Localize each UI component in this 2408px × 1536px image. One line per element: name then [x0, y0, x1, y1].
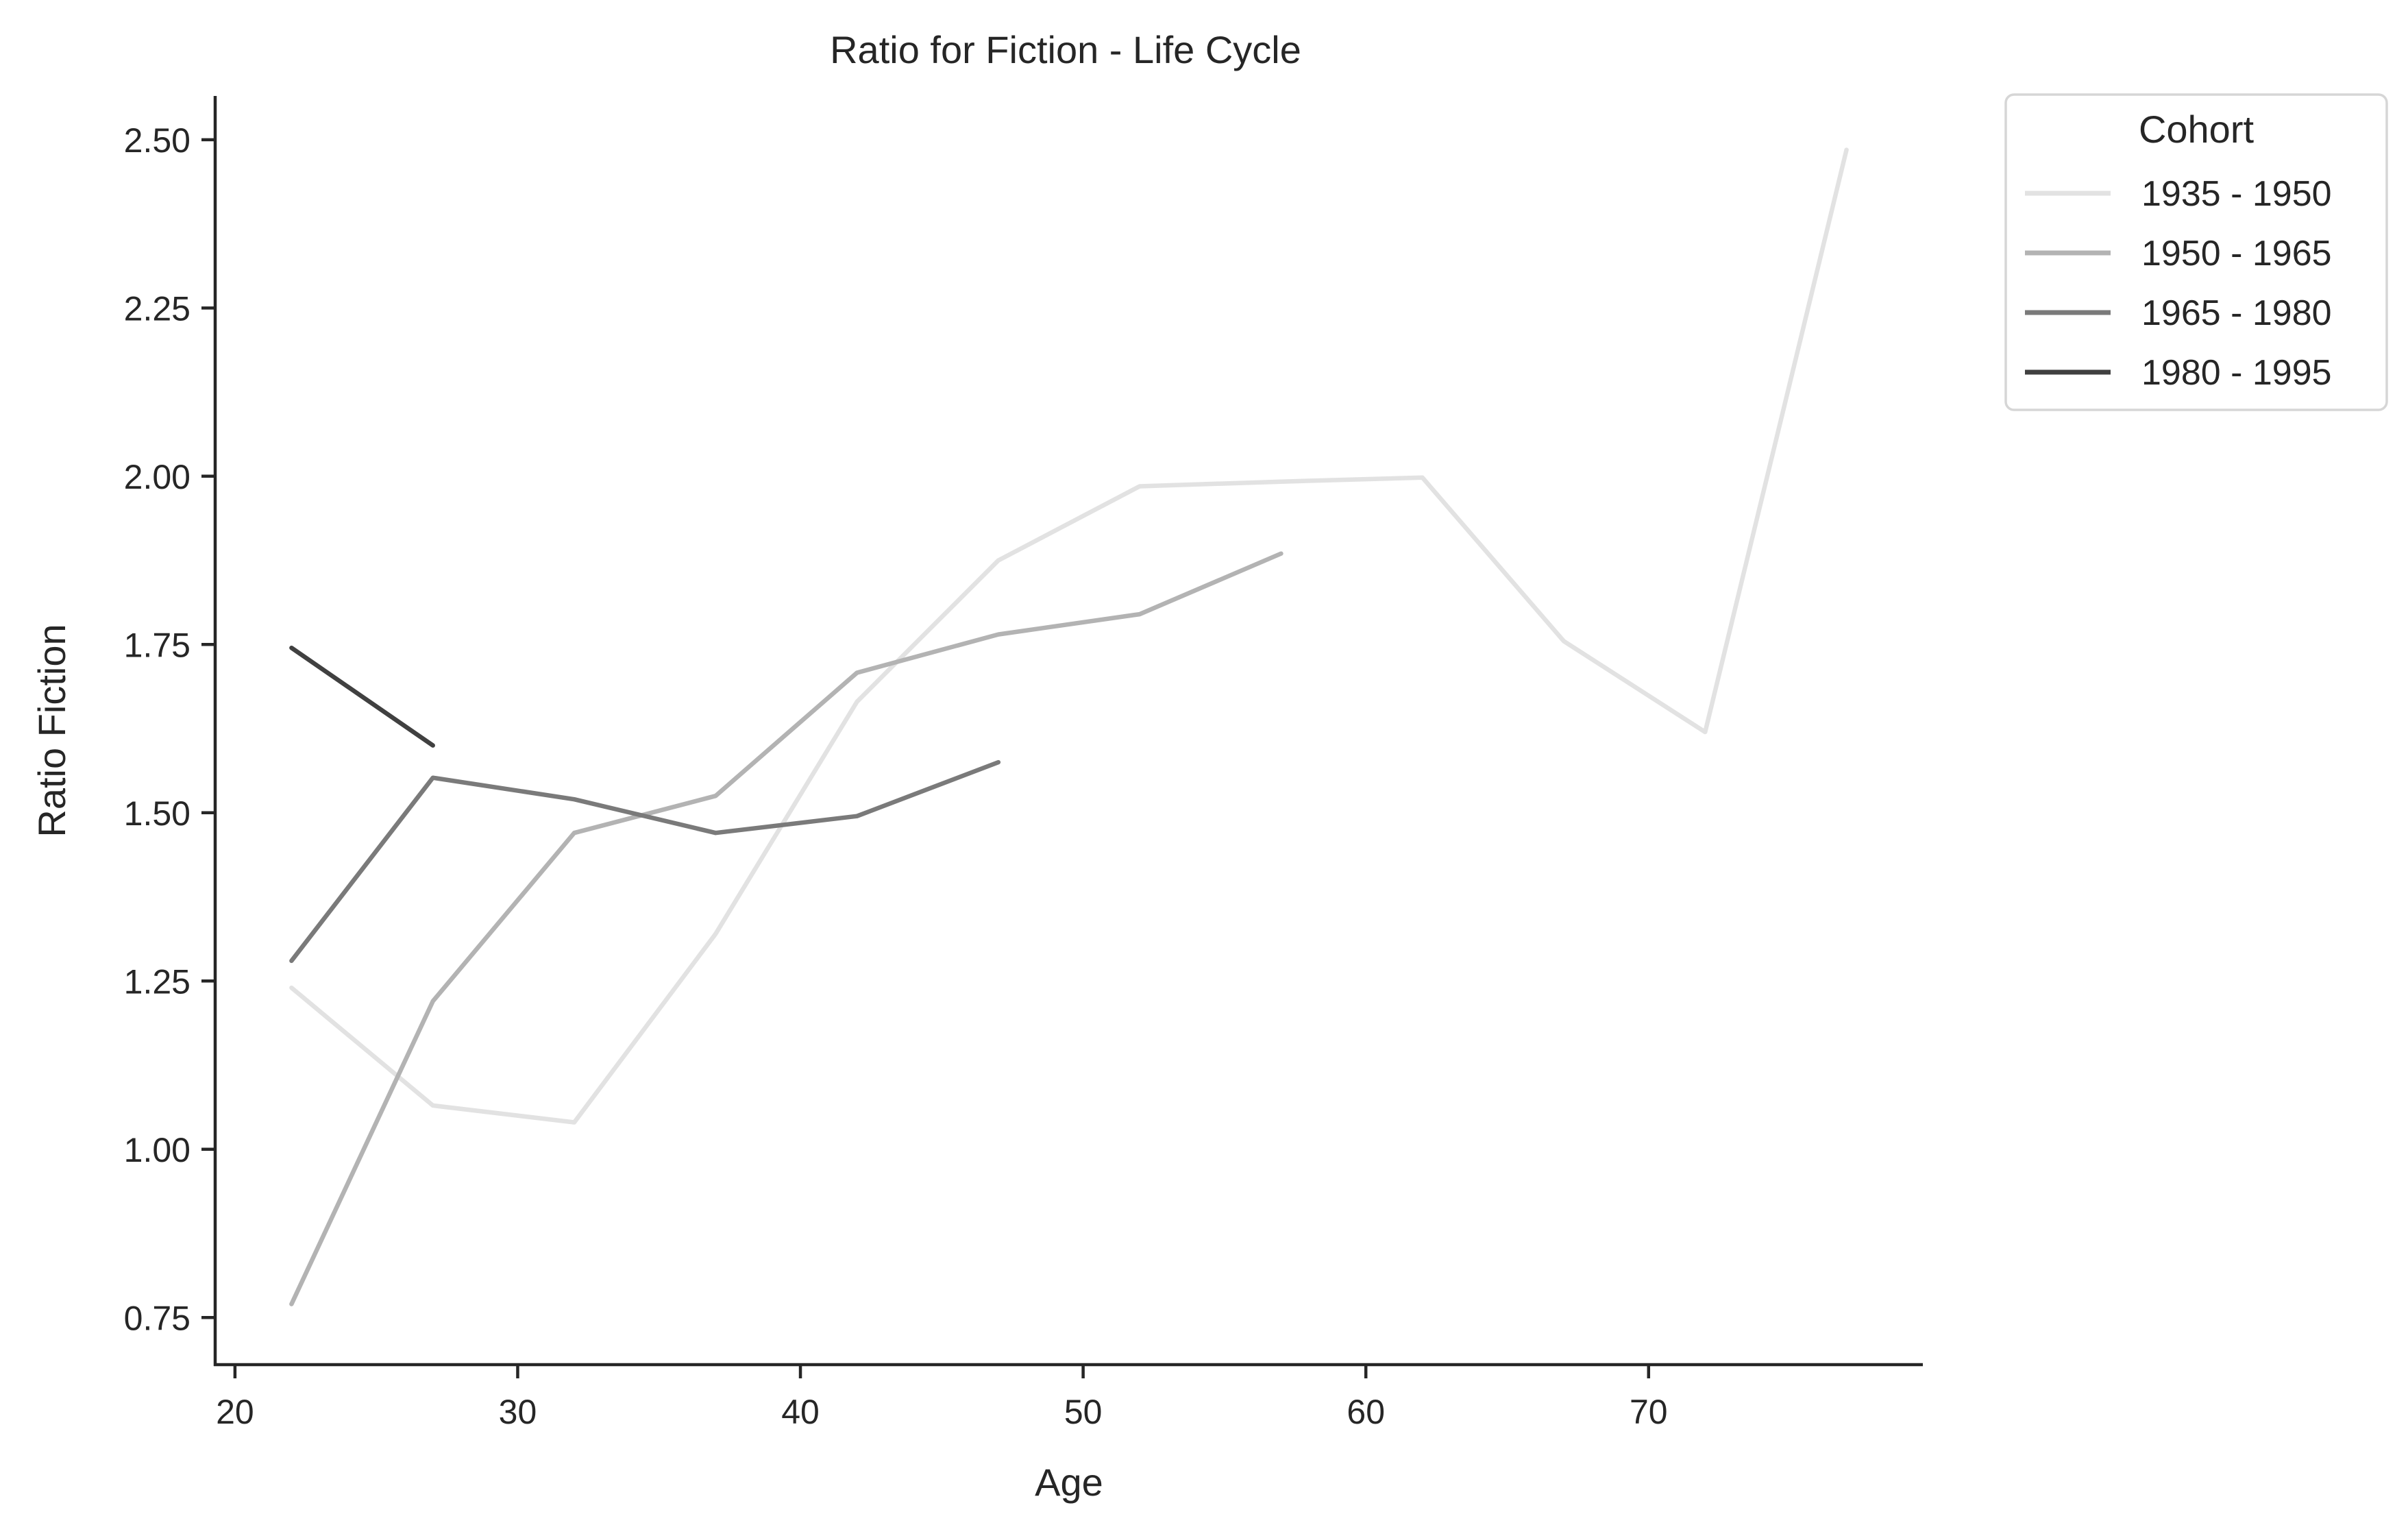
chart-title: Ratio for Fiction - Life Cycle	[830, 28, 1301, 71]
x-tick-label: 60	[1347, 1393, 1385, 1431]
legend-label: 1935 - 1950	[2141, 174, 2332, 214]
legend-label: 1980 - 1995	[2141, 353, 2332, 393]
y-axis-label: Ratio Fiction	[30, 624, 73, 837]
y-tick-label: 1.50	[124, 794, 191, 833]
series-line-1	[289, 551, 1283, 1306]
series-line-2	[289, 759, 1001, 964]
legend: Cohort 1935 - 1950 1950 - 1965 1965 - 1980…	[2004, 93, 2388, 411]
y-axis-ticks: 0.75 1.00 1.25 1.50 1.75 2.00 2.25 2.50	[124, 121, 215, 1337]
series-line-3	[289, 645, 435, 748]
y-tick-label: 2.50	[124, 121, 191, 160]
x-tick-label: 70	[1630, 1393, 1668, 1431]
y-tick-label: 1.25	[124, 962, 191, 1001]
legend-frame	[2004, 93, 2388, 411]
x-axis-label: Age	[1035, 1461, 1103, 1504]
y-tick-label: 1.75	[124, 626, 191, 664]
x-tick-label: 30	[499, 1393, 537, 1431]
y-tick-label: 1.00	[124, 1131, 191, 1169]
x-tick-label: 50	[1064, 1393, 1103, 1431]
y-tick-label: 2.25	[124, 289, 191, 328]
legend-label: 1965 - 1980	[2141, 293, 2332, 333]
x-tick-label: 20	[216, 1393, 254, 1431]
x-tick-label: 40	[781, 1393, 820, 1431]
plot-area	[289, 147, 1849, 1306]
y-tick-label: 0.75	[124, 1299, 191, 1337]
legend-label: 1950 - 1965	[2141, 234, 2332, 273]
legend-items: 1935 - 1950 1950 - 1965 1965 - 1980 1980 - …	[2025, 174, 2332, 393]
y-tick-label: 2.00	[124, 458, 191, 496]
x-axis-ticks: 20 30 40 50 60 70	[216, 1365, 1668, 1431]
legend-title: Cohort	[2139, 108, 2255, 151]
series-line-0	[289, 147, 1849, 1125]
